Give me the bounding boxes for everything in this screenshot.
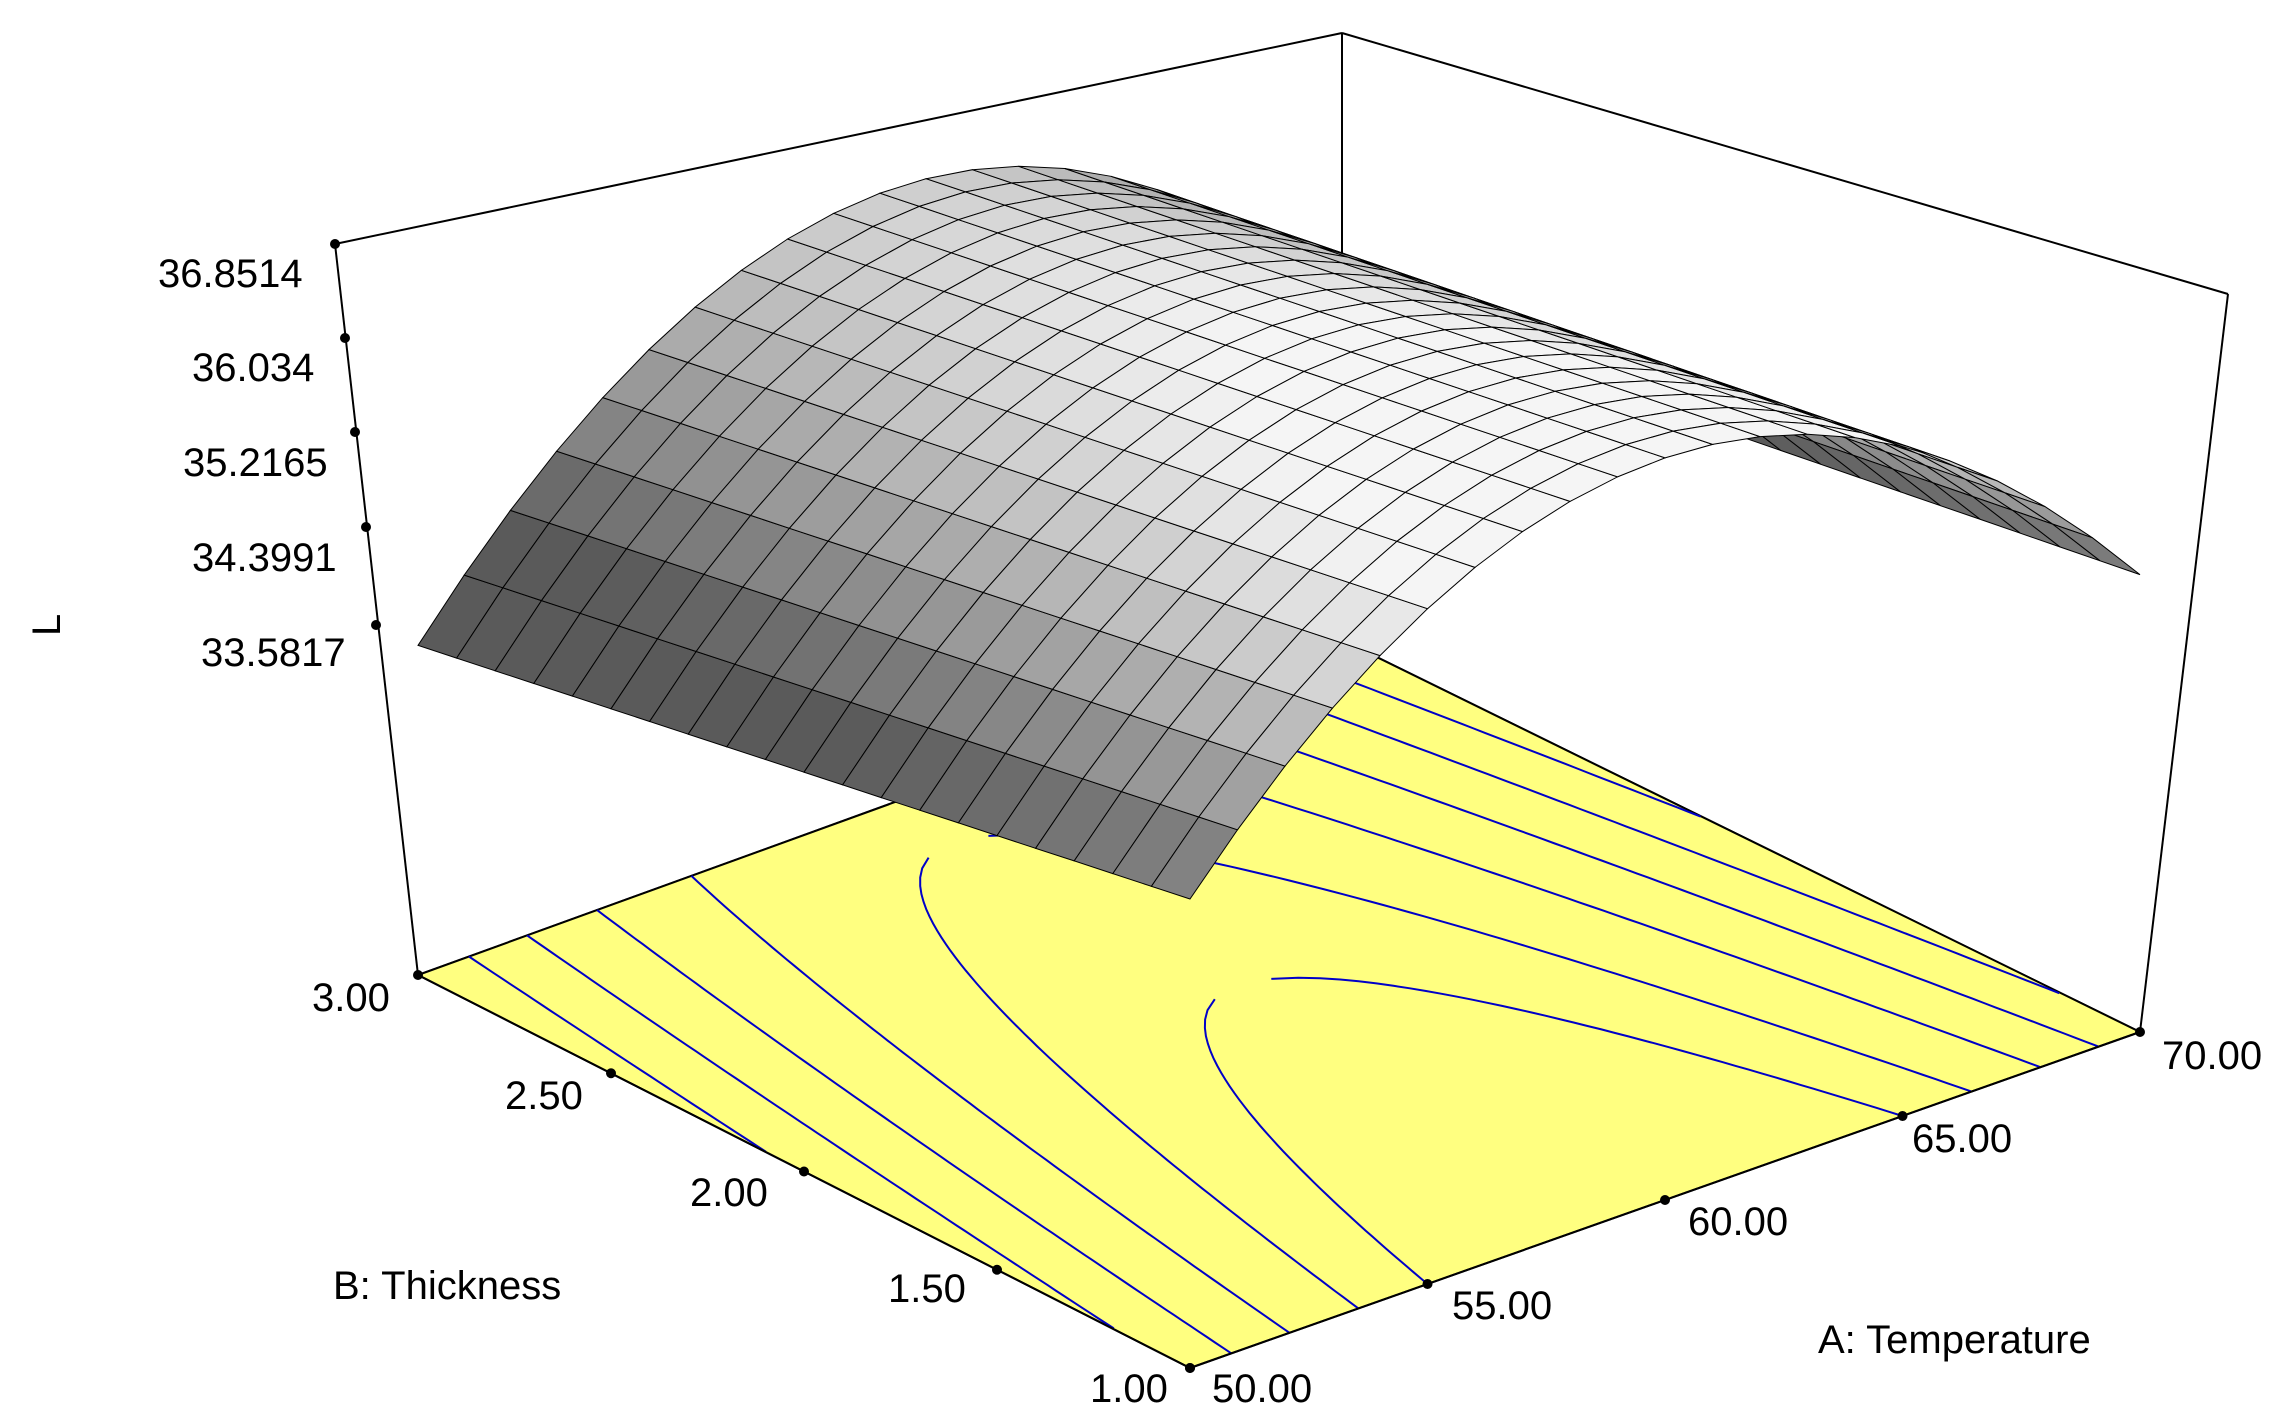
x-tick-label: 55.00 bbox=[1452, 1284, 1552, 1328]
x-tick-mark bbox=[1185, 1363, 1195, 1373]
z-tick-label: 33.5817 bbox=[201, 631, 346, 675]
z-tick-label: 35.2165 bbox=[183, 441, 328, 485]
y-tick-mark bbox=[799, 1166, 809, 1177]
x-tick-label: 50.00 bbox=[1212, 1367, 1312, 1411]
x-tick-mark bbox=[1897, 1111, 1908, 1121]
contour-line bbox=[526, 934, 1115, 1330]
y-tick-label: 1.50 bbox=[888, 1267, 966, 1311]
surface-cell bbox=[2052, 523, 2141, 576]
x-tick-mark bbox=[1422, 1279, 1433, 1289]
y-tick-mark bbox=[606, 1068, 616, 1079]
contour-line bbox=[468, 955, 767, 1153]
y-axis-title: B: Thickness bbox=[333, 1264, 561, 1308]
contour-line bbox=[690, 875, 1291, 1334]
x-axis-title: A: Temperature bbox=[1818, 1318, 2091, 1362]
x-tick-label: 60.00 bbox=[1688, 1200, 1788, 1244]
z-tick-mark bbox=[340, 333, 350, 343]
y-tick-mark bbox=[413, 970, 423, 980]
contour-line bbox=[1290, 657, 1701, 818]
axis-ticks bbox=[330, 239, 2145, 1373]
x-tick-mark bbox=[2135, 1027, 2145, 1037]
contour-line bbox=[919, 857, 1359, 1310]
y-tick-mark bbox=[992, 1264, 1002, 1275]
y-tick-label: 2.00 bbox=[690, 1171, 768, 1215]
x-tick-label: 65.00 bbox=[1912, 1117, 2012, 1161]
x-tick-mark bbox=[1660, 1195, 1670, 1205]
contour-line bbox=[1162, 703, 2099, 1048]
z-tick-mark bbox=[350, 427, 360, 437]
z-tick-mark bbox=[361, 522, 371, 532]
z-tick-mark bbox=[371, 620, 381, 630]
y-tick-label: 3.00 bbox=[312, 976, 390, 1020]
y-tick-label: 1.00 bbox=[1090, 1367, 1168, 1411]
contour-line bbox=[596, 909, 1232, 1355]
box-edge bbox=[1341, 32, 2229, 295]
z-tick-label: 34.3991 bbox=[192, 536, 337, 580]
response-surface bbox=[417, 165, 2141, 900]
y-tick-label: 2.50 bbox=[505, 1074, 583, 1118]
z-tick-mark bbox=[330, 239, 340, 249]
z-tick-label: 36.034 bbox=[192, 346, 314, 390]
z-tick-label: 36.8514 bbox=[158, 252, 303, 296]
contour-line bbox=[1271, 976, 1903, 1117]
box-edge bbox=[334, 243, 419, 976]
x-tick-label: 70.00 bbox=[2162, 1034, 2262, 1078]
box-edge bbox=[334, 32, 1343, 245]
contour-line bbox=[1203, 998, 1429, 1285]
box-edge bbox=[2139, 293, 2229, 1033]
z-axis-title: L bbox=[25, 614, 69, 636]
contour-line bbox=[1232, 678, 2060, 995]
